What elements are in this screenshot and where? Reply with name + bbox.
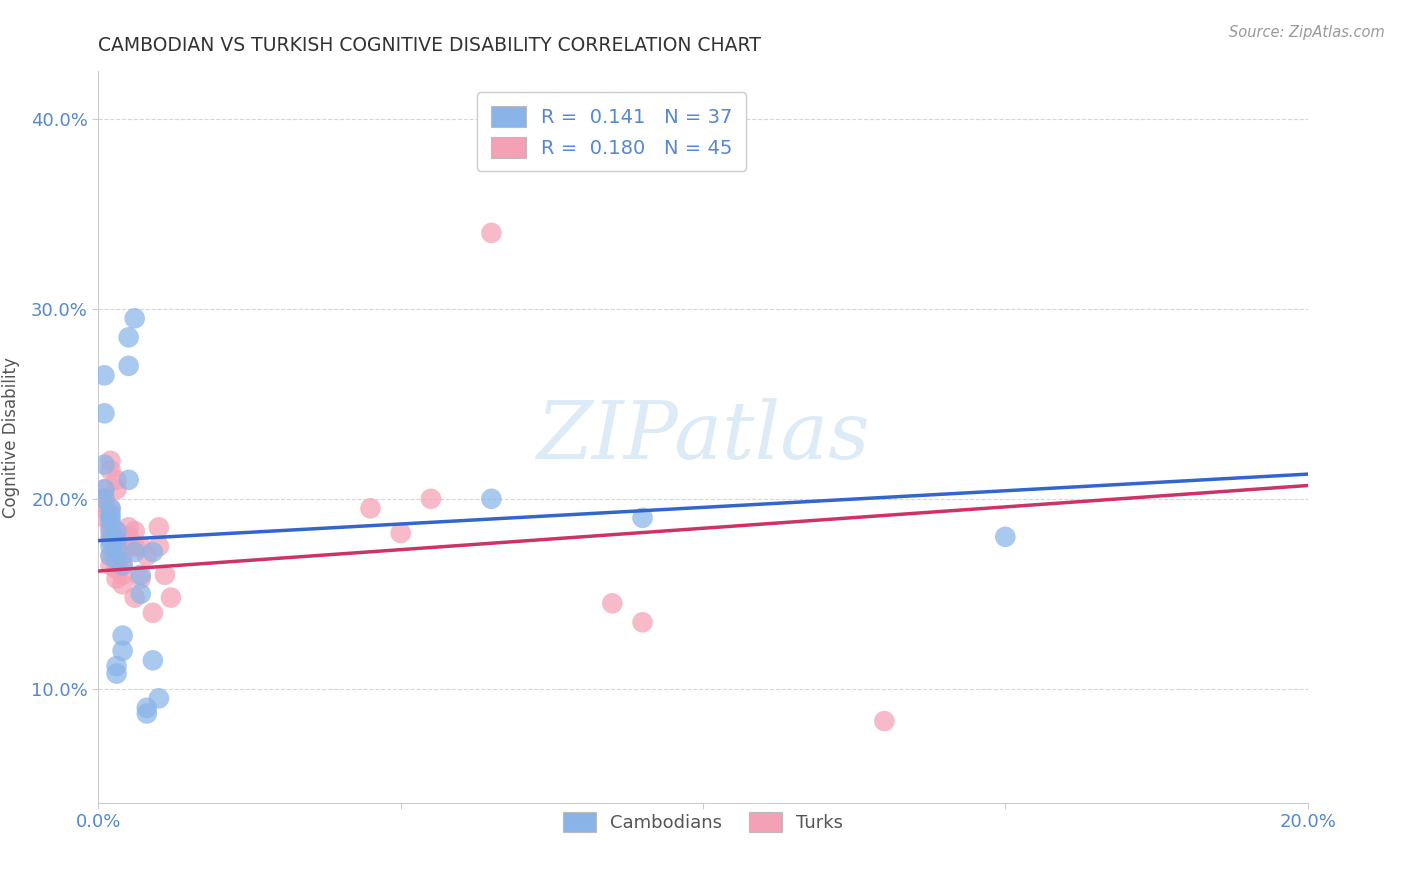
Text: ZIPatlas: ZIPatlas xyxy=(536,399,870,475)
Point xyxy=(100,549,122,563)
Point xyxy=(100,558,122,573)
Point xyxy=(111,558,134,573)
Point xyxy=(118,539,141,553)
Point xyxy=(118,530,141,544)
Point xyxy=(153,567,176,582)
Point xyxy=(100,533,122,548)
Point xyxy=(100,454,122,468)
Point xyxy=(105,562,128,576)
Point xyxy=(100,463,122,477)
Point xyxy=(148,520,170,534)
Point xyxy=(142,606,165,620)
Point xyxy=(111,629,134,643)
Point xyxy=(631,615,654,630)
Point xyxy=(160,591,183,605)
Point xyxy=(481,491,503,506)
Point xyxy=(111,577,134,591)
Point xyxy=(100,524,122,538)
Point xyxy=(420,491,443,506)
Point xyxy=(873,714,896,728)
Point xyxy=(105,666,128,681)
Point xyxy=(111,539,134,553)
Point xyxy=(100,501,122,516)
Point xyxy=(631,511,654,525)
Point xyxy=(100,520,122,534)
Point xyxy=(481,226,503,240)
Point xyxy=(389,526,412,541)
Point xyxy=(111,567,134,582)
Point xyxy=(93,491,115,506)
Point xyxy=(100,549,122,563)
Y-axis label: Cognitive Disability: Cognitive Disability xyxy=(1,357,20,517)
Point xyxy=(602,596,624,610)
Point xyxy=(100,507,122,521)
Point xyxy=(100,530,122,544)
Point xyxy=(105,483,128,497)
Point xyxy=(142,545,165,559)
Point xyxy=(118,520,141,534)
Point xyxy=(124,591,146,605)
Point xyxy=(129,567,152,582)
Point xyxy=(105,659,128,673)
Point xyxy=(105,552,128,566)
Point xyxy=(105,524,128,538)
Point xyxy=(111,549,134,563)
Point xyxy=(118,473,141,487)
Point xyxy=(135,701,157,715)
Point xyxy=(105,533,128,548)
Point xyxy=(105,473,128,487)
Point xyxy=(129,587,152,601)
Point xyxy=(129,539,152,553)
Point xyxy=(93,511,115,525)
Point xyxy=(105,552,128,566)
Point xyxy=(124,539,146,553)
Point xyxy=(93,458,115,472)
Point xyxy=(93,501,115,516)
Point xyxy=(142,653,165,667)
Text: CAMBODIAN VS TURKISH COGNITIVE DISABILITY CORRELATION CHART: CAMBODIAN VS TURKISH COGNITIVE DISABILIT… xyxy=(98,36,761,54)
Point xyxy=(93,483,115,497)
Point xyxy=(93,406,115,420)
Point xyxy=(135,706,157,721)
Point xyxy=(100,539,122,553)
Point xyxy=(124,311,146,326)
Point xyxy=(111,558,134,573)
Point xyxy=(100,515,122,529)
Point xyxy=(105,572,128,586)
Point xyxy=(93,483,115,497)
Point xyxy=(360,501,382,516)
Point xyxy=(124,524,146,538)
Point xyxy=(111,644,134,658)
Point xyxy=(100,501,122,516)
Text: Source: ZipAtlas.com: Source: ZipAtlas.com xyxy=(1229,25,1385,40)
Point xyxy=(105,543,128,558)
Point xyxy=(105,543,128,558)
Legend: Cambodians, Turks: Cambodians, Turks xyxy=(554,804,852,841)
Point xyxy=(105,533,128,548)
Point xyxy=(148,539,170,553)
Point xyxy=(118,359,141,373)
Point xyxy=(118,330,141,344)
Point xyxy=(105,524,128,538)
Point xyxy=(93,491,115,506)
Point xyxy=(148,691,170,706)
Point xyxy=(994,530,1017,544)
Point xyxy=(129,572,152,586)
Point xyxy=(100,511,122,525)
Point xyxy=(124,545,146,559)
Point xyxy=(93,368,115,383)
Point xyxy=(135,549,157,563)
